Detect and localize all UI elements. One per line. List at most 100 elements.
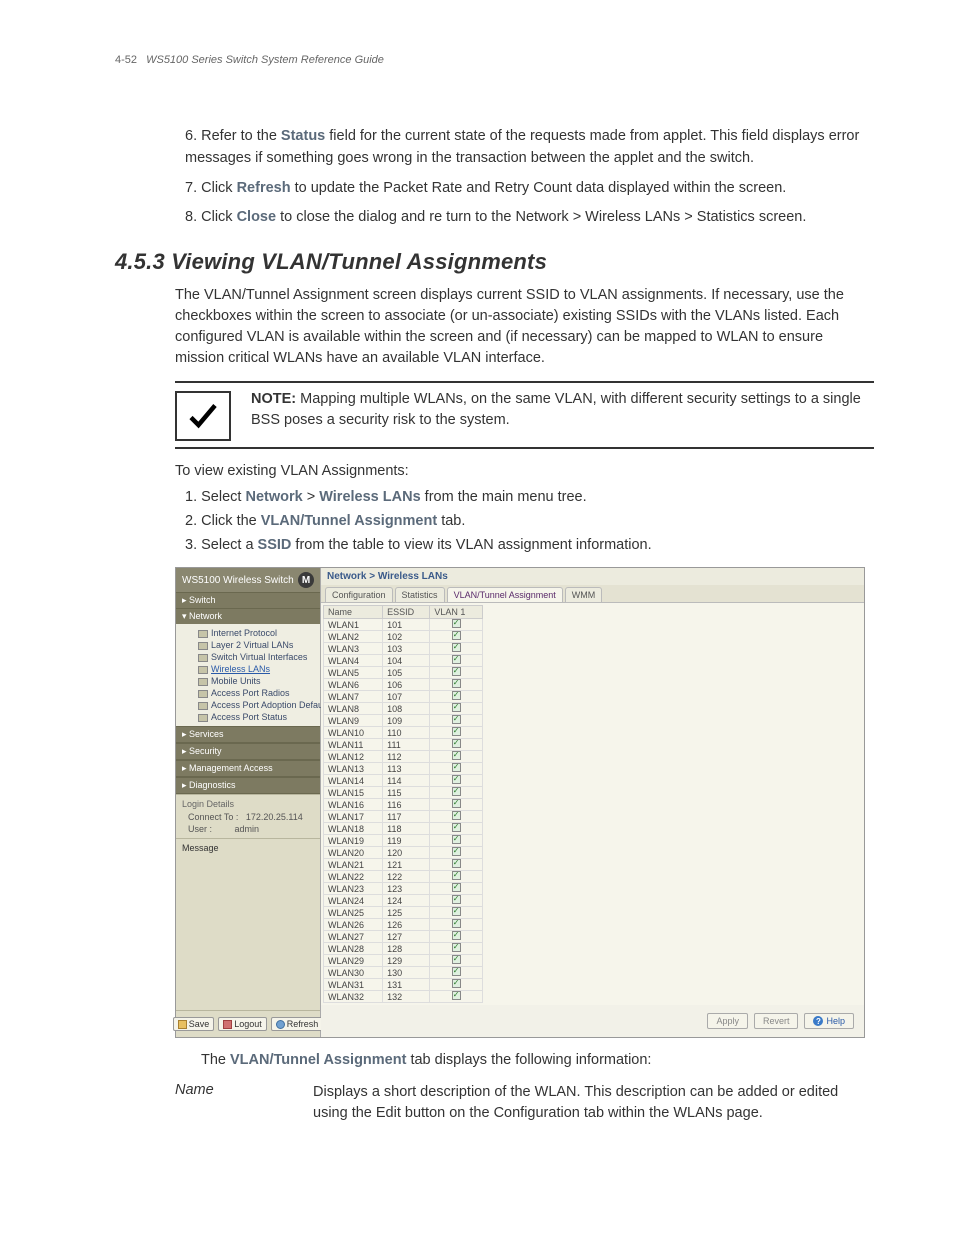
- table-row[interactable]: WLAN19119: [324, 835, 483, 847]
- cell-vlan1[interactable]: [430, 811, 483, 823]
- nav-collapsed-item[interactable]: ▸ Services: [176, 726, 320, 743]
- table-row[interactable]: WLAN32132: [324, 991, 483, 1003]
- column-header[interactable]: ESSID: [383, 606, 430, 619]
- refresh-button[interactable]: Refresh: [271, 1017, 324, 1031]
- table-row[interactable]: WLAN26126: [324, 919, 483, 931]
- nav-switch[interactable]: ▸ Switch: [176, 592, 320, 609]
- logout-button[interactable]: Logout: [218, 1017, 267, 1031]
- cell-vlan1[interactable]: [430, 799, 483, 811]
- cell-vlan1[interactable]: [430, 703, 483, 715]
- tree-item[interactable]: Internet Protocol: [186, 627, 318, 639]
- table-row[interactable]: WLAN13113: [324, 763, 483, 775]
- cell-vlan1[interactable]: [430, 991, 483, 1003]
- checkbox-icon[interactable]: [452, 859, 461, 868]
- cell-vlan1[interactable]: [430, 619, 483, 631]
- cell-vlan1[interactable]: [430, 715, 483, 727]
- checkbox-icon[interactable]: [452, 703, 461, 712]
- tree-item[interactable]: Wireless LANs: [186, 663, 318, 675]
- cell-vlan1[interactable]: [430, 679, 483, 691]
- checkbox-icon[interactable]: [452, 727, 461, 736]
- column-header[interactable]: VLAN 1: [430, 606, 483, 619]
- cell-vlan1[interactable]: [430, 871, 483, 883]
- checkbox-icon[interactable]: [452, 691, 461, 700]
- checkbox-icon[interactable]: [452, 847, 461, 856]
- tree-item[interactable]: Mobile Units: [186, 675, 318, 687]
- table-row[interactable]: WLAN27127: [324, 931, 483, 943]
- table-row[interactable]: WLAN16116: [324, 799, 483, 811]
- table-row[interactable]: WLAN28128: [324, 943, 483, 955]
- cell-vlan1[interactable]: [430, 751, 483, 763]
- cell-vlan1[interactable]: [430, 931, 483, 943]
- cell-vlan1[interactable]: [430, 775, 483, 787]
- table-row[interactable]: WLAN1101: [324, 619, 483, 631]
- cell-vlan1[interactable]: [430, 643, 483, 655]
- column-header[interactable]: Name: [324, 606, 383, 619]
- cell-vlan1[interactable]: [430, 787, 483, 799]
- cell-vlan1[interactable]: [430, 883, 483, 895]
- table-row[interactable]: WLAN14114: [324, 775, 483, 787]
- checkbox-icon[interactable]: [452, 955, 461, 964]
- table-row[interactable]: WLAN25125: [324, 907, 483, 919]
- help-button[interactable]: ?Help: [804, 1013, 854, 1029]
- table-row[interactable]: WLAN11111: [324, 739, 483, 751]
- nav-network[interactable]: ▾ Network: [176, 609, 320, 624]
- cell-vlan1[interactable]: [430, 835, 483, 847]
- checkbox-icon[interactable]: [452, 655, 461, 664]
- table-row[interactable]: WLAN23123: [324, 883, 483, 895]
- save-button[interactable]: Save: [173, 1017, 215, 1031]
- cell-vlan1[interactable]: [430, 763, 483, 775]
- cell-vlan1[interactable]: [430, 955, 483, 967]
- checkbox-icon[interactable]: [452, 643, 461, 652]
- checkbox-icon[interactable]: [452, 631, 461, 640]
- table-row[interactable]: WLAN3103: [324, 643, 483, 655]
- tree-item[interactable]: Layer 2 Virtual LANs: [186, 639, 318, 651]
- checkbox-icon[interactable]: [452, 835, 461, 844]
- tree-item[interactable]: Access Port Status: [186, 711, 318, 723]
- table-row[interactable]: WLAN24124: [324, 895, 483, 907]
- cell-vlan1[interactable]: [430, 727, 483, 739]
- cell-vlan1[interactable]: [430, 859, 483, 871]
- checkbox-icon[interactable]: [452, 967, 461, 976]
- checkbox-icon[interactable]: [452, 943, 461, 952]
- cell-vlan1[interactable]: [430, 739, 483, 751]
- checkbox-icon[interactable]: [452, 799, 461, 808]
- table-row[interactable]: WLAN15115: [324, 787, 483, 799]
- checkbox-icon[interactable]: [452, 775, 461, 784]
- table-row[interactable]: WLAN10110: [324, 727, 483, 739]
- table-row[interactable]: WLAN5105: [324, 667, 483, 679]
- checkbox-icon[interactable]: [452, 907, 461, 916]
- checkbox-icon[interactable]: [452, 811, 461, 820]
- cell-vlan1[interactable]: [430, 919, 483, 931]
- tree-item[interactable]: Switch Virtual Interfaces: [186, 651, 318, 663]
- checkbox-icon[interactable]: [452, 739, 461, 748]
- checkbox-icon[interactable]: [452, 931, 461, 940]
- checkbox-icon[interactable]: [452, 883, 461, 892]
- table-row[interactable]: WLAN31131: [324, 979, 483, 991]
- cell-vlan1[interactable]: [430, 691, 483, 703]
- tree-item[interactable]: Access Port Radios: [186, 687, 318, 699]
- cell-vlan1[interactable]: [430, 667, 483, 679]
- nav-collapsed-item[interactable]: ▸ Security: [176, 743, 320, 760]
- table-row[interactable]: WLAN12112: [324, 751, 483, 763]
- cell-vlan1[interactable]: [430, 655, 483, 667]
- checkbox-icon[interactable]: [452, 895, 461, 904]
- cell-vlan1[interactable]: [430, 907, 483, 919]
- revert-button[interactable]: Revert: [754, 1013, 799, 1029]
- checkbox-icon[interactable]: [452, 619, 461, 628]
- nav-collapsed-item[interactable]: ▸ Management Access: [176, 760, 320, 777]
- table-row[interactable]: WLAN2102: [324, 631, 483, 643]
- tab[interactable]: VLAN/Tunnel Assignment: [447, 587, 563, 602]
- tab[interactable]: WMM: [565, 587, 603, 602]
- cell-vlan1[interactable]: [430, 847, 483, 859]
- checkbox-icon[interactable]: [452, 823, 461, 832]
- checkbox-icon[interactable]: [452, 991, 461, 1000]
- cell-vlan1[interactable]: [430, 967, 483, 979]
- apply-button[interactable]: Apply: [707, 1013, 748, 1029]
- table-row[interactable]: WLAN8108: [324, 703, 483, 715]
- checkbox-icon[interactable]: [452, 715, 461, 724]
- checkbox-icon[interactable]: [452, 679, 461, 688]
- table-row[interactable]: WLAN6106: [324, 679, 483, 691]
- tab[interactable]: Statistics: [395, 587, 445, 602]
- cell-vlan1[interactable]: [430, 823, 483, 835]
- tab[interactable]: Configuration: [325, 587, 393, 602]
